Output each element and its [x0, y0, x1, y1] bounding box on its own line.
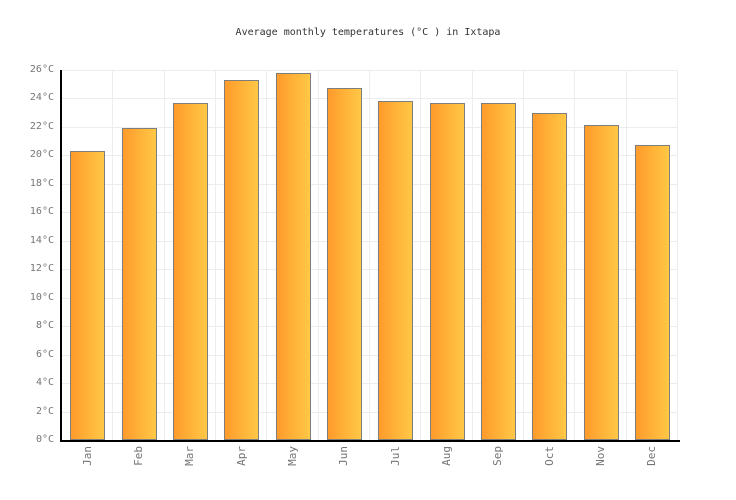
- x-tick-label-feb: Feb: [132, 446, 145, 466]
- y-tick-label-6: 6°C: [35, 349, 54, 360]
- x-tick-label-may: May: [286, 446, 299, 466]
- gridline-vertical: [369, 70, 370, 440]
- gridline-horizontal: [62, 412, 678, 413]
- gridline-horizontal: [62, 127, 678, 128]
- bar-sep: [481, 103, 516, 440]
- gridline-horizontal: [62, 98, 678, 99]
- y-tick-label-20: 20°C: [29, 149, 54, 160]
- x-tick-label-nov: Nov: [594, 446, 607, 466]
- x-tick-label-jan: Jan: [81, 446, 94, 466]
- x-tick-label-dec: Dec: [645, 446, 658, 466]
- y-tick-label-0: 0°C: [35, 434, 54, 445]
- plot-area: [62, 70, 678, 440]
- bar-oct: [532, 113, 567, 440]
- gridline-horizontal: [62, 326, 678, 327]
- gridline-vertical: [164, 70, 165, 440]
- x-tick-label-jul: Jul: [389, 446, 402, 466]
- x-tick-label-aug: Aug: [440, 446, 453, 466]
- gridline-horizontal: [62, 70, 678, 71]
- bar-nov: [584, 125, 619, 440]
- gridline-vertical: [215, 70, 216, 440]
- bar-aug: [430, 103, 465, 440]
- gridline-horizontal: [62, 241, 678, 242]
- gridline-horizontal: [62, 155, 678, 156]
- gridline-vertical: [266, 70, 267, 440]
- x-tick-label-jun: Jun: [337, 446, 350, 466]
- bar-mar: [173, 103, 208, 440]
- gridline-horizontal: [62, 298, 678, 299]
- y-tick-label-12: 12°C: [29, 263, 54, 274]
- y-tick-label-24: 24°C: [29, 92, 54, 103]
- gridline-vertical: [626, 70, 627, 440]
- x-tick-label-mar: Mar: [183, 446, 196, 466]
- gridline-vertical: [472, 70, 473, 440]
- gridline-horizontal: [62, 355, 678, 356]
- chart-title: Average monthly temperatures (°C ) in Ix…: [235, 27, 501, 38]
- bar-jan: [70, 151, 105, 440]
- bar-apr: [224, 80, 259, 440]
- y-tick-label-26: 26°C: [29, 64, 54, 75]
- gridline-vertical: [112, 70, 113, 440]
- y-axis-line: [60, 70, 62, 442]
- gridline-vertical: [677, 70, 678, 440]
- bar-jun: [327, 88, 362, 440]
- x-tick-label-sep: Sep: [491, 446, 504, 466]
- bar-jul: [378, 101, 413, 440]
- x-tick-label-apr: Apr: [235, 446, 248, 466]
- y-tick-label-10: 10°C: [29, 292, 54, 303]
- y-tick-label-2: 2°C: [35, 406, 54, 417]
- x-tick-label-oct: Oct: [543, 446, 556, 466]
- gridline-vertical: [318, 70, 319, 440]
- x-axis-line: [60, 440, 680, 442]
- gridline-horizontal: [62, 212, 678, 213]
- y-tick-label-14: 14°C: [29, 235, 54, 246]
- y-tick-label-18: 18°C: [29, 178, 54, 189]
- y-tick-label-8: 8°C: [35, 320, 54, 331]
- bar-dec: [635, 145, 670, 440]
- gridline-horizontal: [62, 383, 678, 384]
- bar-may: [276, 73, 311, 440]
- gridline-vertical: [420, 70, 421, 440]
- y-tick-label-4: 4°C: [35, 377, 54, 388]
- y-tick-label-16: 16°C: [29, 206, 54, 217]
- gridline-vertical: [523, 70, 524, 440]
- gridline-vertical: [574, 70, 575, 440]
- bar-feb: [122, 128, 157, 440]
- gridline-horizontal: [62, 269, 678, 270]
- y-tick-label-22: 22°C: [29, 121, 54, 132]
- gridline-horizontal: [62, 184, 678, 185]
